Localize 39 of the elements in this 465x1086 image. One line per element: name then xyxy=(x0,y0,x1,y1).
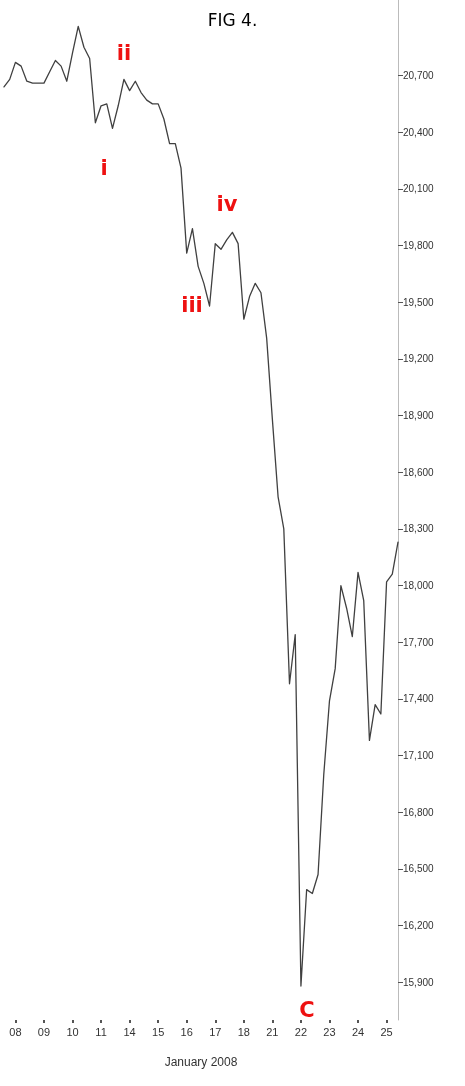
y-tick-label: 17,700 xyxy=(403,636,435,648)
x-tick-label: 21 xyxy=(266,1025,279,1038)
y-tick-label: 16,200 xyxy=(403,920,435,932)
x-tick-label: 08 xyxy=(9,1025,22,1038)
y-tick-label: 20,400 xyxy=(403,126,435,138)
y-tick-label: 18,900 xyxy=(403,410,435,422)
y-tick-label: 16,500 xyxy=(403,863,435,875)
y-tick-label: 18,600 xyxy=(403,466,435,478)
y-tick-label: 15,900 xyxy=(403,976,435,988)
y-tick-label: 17,400 xyxy=(403,693,435,705)
annotation: iv xyxy=(216,192,238,216)
y-tick-label: 17,100 xyxy=(403,750,435,762)
annotation: i xyxy=(100,156,108,180)
annotation: iii xyxy=(181,293,203,317)
x-tick-label: 23 xyxy=(323,1025,336,1038)
y-tick-label: 16,800 xyxy=(403,806,435,818)
y-tick-label: 20,100 xyxy=(403,183,435,195)
x-tick-label: 09 xyxy=(37,1025,51,1038)
x-axis-title: January 2008 xyxy=(164,1055,238,1069)
y-tick-label: 18,000 xyxy=(403,580,435,592)
x-tick-label: 14 xyxy=(123,1025,136,1038)
x-tick-label: 15 xyxy=(152,1025,165,1038)
x-tick-label: 17 xyxy=(209,1025,222,1038)
line-series xyxy=(3,25,399,987)
y-tick-label: 19,200 xyxy=(403,353,435,365)
x-tick-label: 22 xyxy=(294,1025,308,1038)
text: FIG 4. xyxy=(207,9,258,30)
y-tick-label: 18,300 xyxy=(403,523,435,535)
y-tick-label: 19,500 xyxy=(403,296,435,308)
x-tick-label: 24 xyxy=(351,1025,365,1038)
annotation: ii xyxy=(116,41,132,65)
x-tick-label: 10 xyxy=(66,1025,79,1038)
y-tick-label: 19,800 xyxy=(403,240,435,252)
x-tick-label: 16 xyxy=(180,1025,193,1038)
annotation: C xyxy=(299,998,315,1022)
y-tick-label: 20,700 xyxy=(403,70,435,82)
x-tick-label: 25 xyxy=(380,1025,393,1038)
x-tick-label: 11 xyxy=(95,1025,107,1038)
x-tick-label: 18 xyxy=(237,1025,250,1038)
